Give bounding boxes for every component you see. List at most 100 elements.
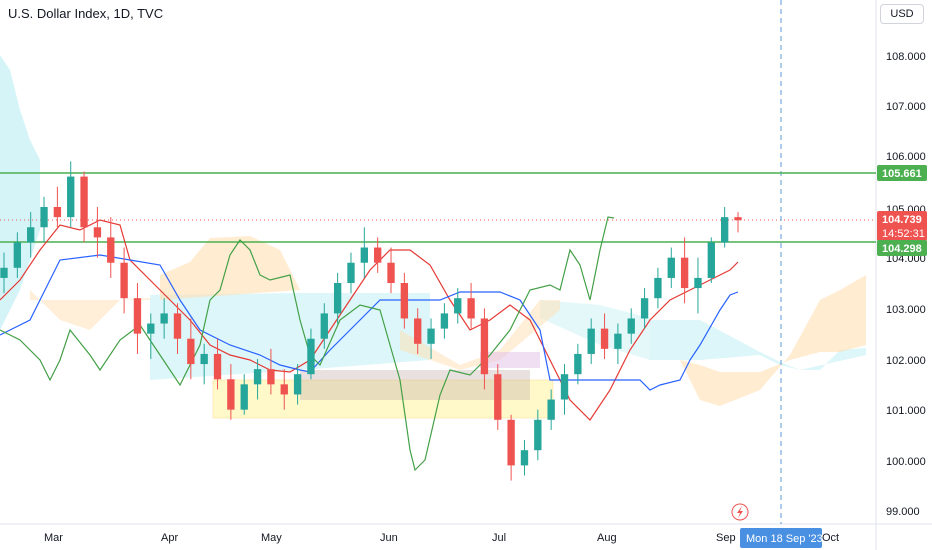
kijun-sen-line — [0, 254, 739, 391]
chikou-span-line — [0, 216, 615, 472]
time-tick: Jul — [492, 532, 506, 544]
candle[interactable] — [387, 247, 395, 294]
candle[interactable] — [200, 343, 208, 385]
candle[interactable] — [627, 308, 635, 344]
candle[interactable] — [667, 247, 675, 289]
candle-body — [80, 176, 88, 228]
candle[interactable] — [333, 272, 342, 324]
candle[interactable] — [414, 308, 422, 354]
candle-body — [627, 318, 635, 334]
candle[interactable] — [680, 237, 689, 304]
candle[interactable] — [560, 364, 569, 415]
candle-body — [534, 419, 542, 451]
candle[interactable] — [347, 252, 355, 294]
time-tick: Mar — [44, 532, 63, 544]
candle[interactable] — [654, 267, 662, 309]
price-tick: 99.000 — [886, 506, 920, 518]
countdown-label: 14:52:31 — [882, 228, 925, 240]
time-tick: Oct — [822, 532, 839, 544]
candle-body — [267, 369, 275, 385]
candle[interactable] — [120, 247, 128, 314]
candle[interactable] — [107, 217, 115, 278]
supply-zone-box — [300, 370, 530, 400]
candle-body — [347, 262, 355, 283]
candle-body — [400, 283, 409, 319]
candle[interactable] — [520, 440, 529, 476]
candle[interactable] — [67, 161, 75, 228]
candle[interactable] — [574, 343, 582, 385]
candle[interactable] — [507, 414, 515, 481]
candle[interactable] — [614, 323, 622, 365]
candle[interactable] — [440, 303, 449, 339]
cloud-bullish-area — [650, 320, 866, 370]
candle[interactable] — [480, 308, 489, 390]
candle[interactable] — [600, 313, 609, 359]
candle[interactable] — [454, 288, 462, 324]
price-tick: 106.000 — [886, 151, 926, 163]
candle-body — [720, 217, 729, 243]
cloud-bearish-area — [400, 300, 560, 370]
candle[interactable] — [227, 364, 235, 420]
cloud-bearish-area — [160, 236, 300, 300]
candle[interactable] — [547, 389, 555, 430]
candle[interactable] — [427, 318, 435, 359]
candle-body — [640, 298, 649, 319]
candle-body — [680, 257, 689, 289]
candle-body — [27, 227, 35, 243]
candle[interactable] — [80, 171, 88, 243]
candle[interactable] — [147, 313, 155, 359]
supply-zone-box — [480, 352, 540, 368]
candle-body — [53, 207, 62, 218]
candle-body — [0, 267, 8, 278]
candle[interactable] — [13, 232, 22, 278]
candle-body — [387, 262, 395, 283]
time-axis[interactable]: Mar Apr May Jun Jul Aug Sep Oct — [44, 532, 839, 544]
candle[interactable] — [187, 318, 195, 380]
candle[interactable] — [734, 212, 742, 233]
candle[interactable] — [267, 348, 275, 395]
candle[interactable] — [280, 369, 288, 410]
candle[interactable] — [707, 237, 715, 283]
candle-body — [173, 313, 182, 339]
candle[interactable] — [27, 212, 35, 258]
candle[interactable] — [720, 207, 729, 248]
candle[interactable] — [587, 318, 595, 365]
candle-body — [614, 333, 622, 349]
candle[interactable] — [360, 227, 368, 278]
candle[interactable] — [160, 298, 168, 339]
candle[interactable] — [93, 207, 102, 258]
currency-button[interactable]: USD — [880, 4, 924, 24]
candle[interactable] — [173, 303, 182, 354]
candle[interactable] — [40, 196, 48, 243]
candle[interactable] — [320, 303, 328, 349]
candle-body — [13, 242, 22, 268]
candle-body — [200, 353, 208, 365]
candle[interactable] — [307, 328, 315, 380]
candle[interactable] — [534, 409, 542, 461]
candle-body — [734, 217, 742, 221]
price-tag-current: 104.739 14:52:31 — [877, 211, 927, 241]
candlestick-series[interactable] — [0, 161, 742, 481]
candle[interactable] — [400, 272, 409, 329]
lightning-icon[interactable] — [731, 503, 749, 521]
candle[interactable] — [467, 283, 475, 329]
candle[interactable] — [240, 374, 248, 415]
candle[interactable] — [53, 186, 62, 228]
candle[interactable] — [133, 283, 142, 354]
candle[interactable] — [694, 257, 702, 314]
price-axis[interactable]: 108.000 107.000 106.000 105.000 104.000 … — [886, 51, 926, 518]
candle[interactable] — [494, 364, 502, 430]
candle-body — [93, 227, 102, 238]
candle[interactable] — [293, 364, 302, 405]
candle-body — [187, 338, 195, 365]
price-tick: 107.000 — [886, 101, 926, 113]
price-tag-label: 104.739 — [882, 214, 922, 226]
candle-body — [667, 257, 675, 278]
candle[interactable] — [374, 237, 382, 273]
candle-body — [600, 328, 609, 349]
candle[interactable] — [640, 288, 649, 329]
candle[interactable] — [213, 338, 222, 390]
candle[interactable] — [253, 359, 262, 400]
candle[interactable] — [0, 252, 8, 294]
